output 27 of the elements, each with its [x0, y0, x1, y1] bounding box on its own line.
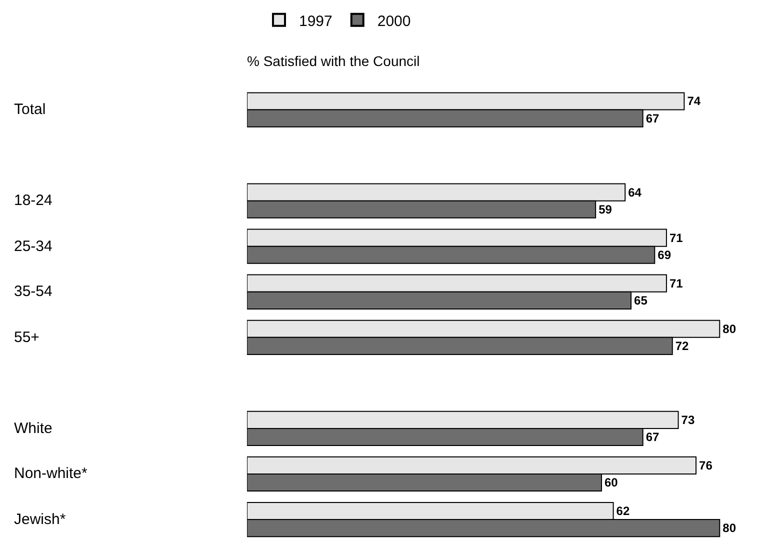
data-label: 60 — [604, 476, 618, 490]
data-label: 67 — [646, 430, 660, 444]
data-label: 71 — [669, 230, 684, 245]
data-label: 80 — [722, 322, 736, 336]
legend-label: 1997 — [299, 12, 332, 30]
data-label: 67 — [646, 111, 660, 126]
data-label: 62 — [616, 504, 630, 518]
data-label: 80 — [722, 521, 736, 536]
data-label: 72 — [675, 338, 690, 353]
data-label: 64 — [628, 185, 642, 200]
data-label: 76 — [699, 458, 713, 472]
y-tick-label: 35-54 — [14, 283, 52, 300]
y-tick-label: 18-24 — [14, 192, 52, 209]
data-label: 74 — [687, 94, 701, 108]
y-tick-label: White — [14, 420, 52, 437]
data-label: 65 — [634, 293, 648, 308]
data-label: 69 — [658, 248, 672, 262]
data-label: 73 — [681, 412, 695, 427]
legend-label: 2000 — [377, 12, 411, 30]
y-tick-label: Total — [14, 101, 46, 118]
y-tick-label: 55+ — [14, 329, 40, 346]
y-tick-label: 25-34 — [14, 238, 52, 255]
data-label: 71 — [669, 276, 684, 290]
y-tick-label: Jewish* — [14, 511, 66, 528]
data-label: 59 — [598, 202, 612, 216]
chart-title: % Satisfied with the Council — [247, 52, 420, 69]
y-tick-label: Non-white* — [14, 465, 88, 482]
